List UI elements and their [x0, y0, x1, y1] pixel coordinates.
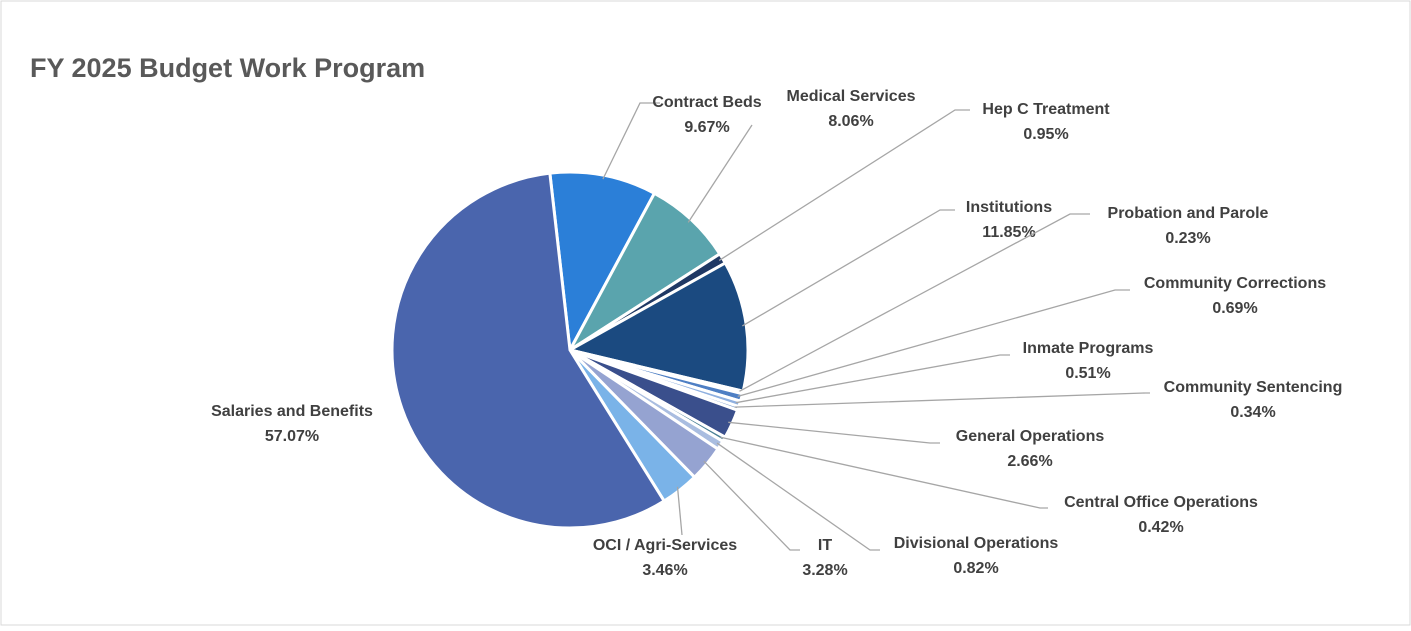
- leader-line: [735, 354, 1010, 404]
- slice-value-label: 0.51%: [1065, 365, 1110, 382]
- slice-label: Inmate Programs: [1023, 340, 1154, 357]
- leader-line: [716, 442, 880, 551]
- leader-line: [734, 392, 1150, 408]
- slice-label: Community Corrections: [1144, 275, 1326, 292]
- slice-value-label: 0.42%: [1138, 519, 1183, 536]
- slice-label: Probation and Parole: [1108, 205, 1269, 222]
- slice-value-label: 3.46%: [642, 562, 687, 579]
- slice-value-label: 9.67%: [684, 119, 729, 136]
- slice-label: Community Sentencing: [1164, 379, 1343, 396]
- leader-line: [602, 102, 660, 180]
- leader-line: [742, 209, 955, 327]
- slice-label: Hep C Treatment: [982, 101, 1110, 118]
- leader-line: [703, 460, 800, 551]
- leader-line: [720, 436, 1048, 509]
- slice-value-label: 3.28%: [802, 562, 847, 579]
- slice-label: OCI / Agri-Services: [593, 537, 737, 554]
- slice-value-label: 0.82%: [953, 560, 998, 577]
- slice-value-label: 0.95%: [1023, 126, 1068, 143]
- slice-label: Institutions: [966, 199, 1052, 216]
- slice-value-label: 0.69%: [1212, 300, 1257, 317]
- slice-value-label: 57.07%: [265, 428, 319, 445]
- leader-line: [676, 486, 683, 536]
- slice-label: General Operations: [956, 428, 1105, 445]
- leader-line: [737, 289, 1130, 398]
- slice-label: Salaries and Benefits: [211, 403, 373, 420]
- leader-line: [718, 109, 970, 262]
- chart-title: FY 2025 Budget Work Program: [30, 53, 425, 83]
- leader-line: [738, 213, 1090, 393]
- slice-value-label: 0.23%: [1165, 230, 1210, 247]
- slice-value-label: 8.06%: [828, 113, 873, 130]
- slice-label: Contract Beds: [652, 94, 761, 111]
- slice-label: Divisional Operations: [894, 535, 1059, 552]
- pie-slice: [548, 170, 657, 355]
- leader-line: [728, 421, 940, 444]
- pie-slice: [565, 191, 722, 355]
- slice-label: IT: [818, 537, 832, 554]
- slice-value-label: 11.85%: [982, 224, 1035, 241]
- leader-line: [687, 124, 753, 223]
- slice-value-label: 0.34%: [1230, 404, 1275, 421]
- slice-label: Central Office Operations: [1064, 494, 1258, 511]
- pie-slice: [390, 171, 667, 530]
- slice-value-label: 2.66%: [1007, 453, 1052, 470]
- slice-label: Medical Services: [787, 88, 916, 105]
